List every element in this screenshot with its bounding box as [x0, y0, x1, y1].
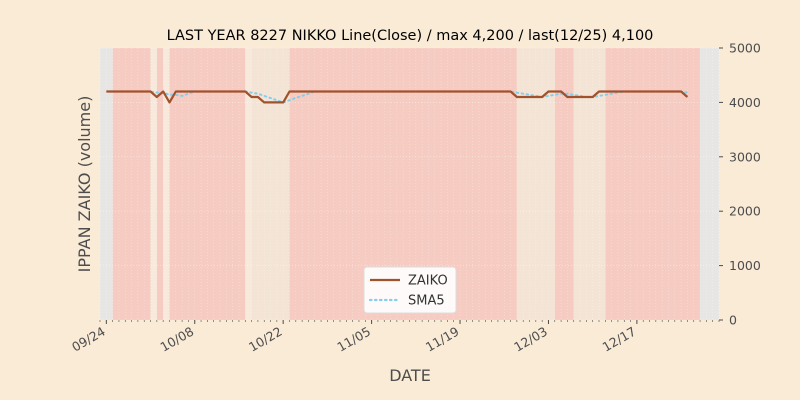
x-tick-label: 11/05 — [334, 324, 373, 355]
shaded-period — [112, 48, 151, 320]
y-tick-label: 1000 — [729, 258, 761, 273]
y-tick-label: 3000 — [729, 149, 761, 164]
series-line-zaiko — [106, 90, 689, 104]
series-line-sma5 — [130, 90, 689, 104]
shaded-period — [251, 48, 290, 320]
chart-title: LAST YEAR 8227 NIKKO Line(Close) / max 4… — [167, 28, 654, 44]
shaded-period — [700, 48, 719, 320]
shaded-period — [100, 48, 113, 320]
shaded-period — [156, 48, 164, 320]
shaded-period — [554, 48, 574, 320]
y-tick-label: 5000 — [729, 41, 761, 56]
x-tick-label: 09/24 — [69, 324, 108, 355]
legend: ZAIKO SMA5 — [363, 266, 457, 314]
y-axis: 0 1000 2000 3000 4000 5000 — [719, 41, 761, 328]
y-tick-label: 2000 — [729, 204, 761, 219]
x-axis-label: DATE — [389, 366, 431, 385]
shaded-period — [169, 48, 246, 320]
y-tick-label: 4000 — [729, 95, 761, 110]
legend-label-zaiko: ZAIKO — [408, 274, 448, 289]
x-tick-label: 12/03 — [511, 324, 550, 355]
y-axis-label: IPPAN ZAIKO (volume) — [75, 96, 94, 273]
x-axis: 09/24 10/08 10/22 11/05 11/19 12/03 12/17 — [69, 320, 720, 355]
x-tick-label: 10/08 — [158, 324, 197, 355]
y-tick-label: 0 — [729, 313, 737, 328]
series-lines — [106, 90, 689, 104]
shaded-period — [573, 48, 606, 320]
shaded-period — [605, 48, 701, 320]
legend-box — [363, 266, 457, 314]
x-tick-label: 10/22 — [246, 324, 285, 355]
legend-label-sma5: SMA5 — [408, 294, 445, 309]
x-tick-label: 12/17 — [600, 324, 639, 355]
x-tick-label: 11/19 — [423, 324, 462, 355]
